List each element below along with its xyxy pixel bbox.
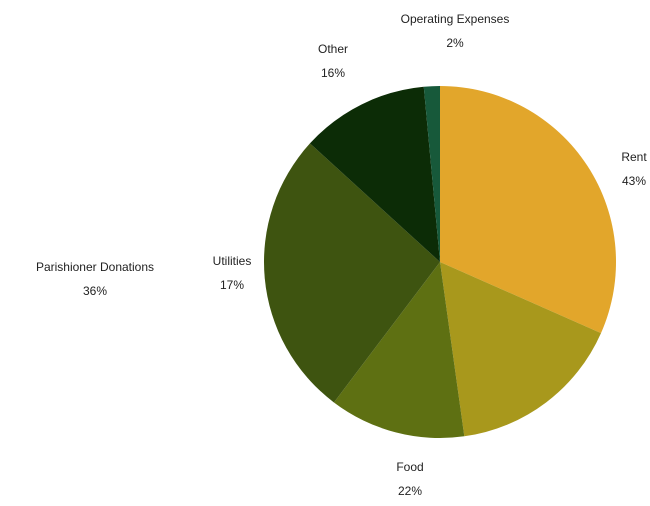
pie-slice [440, 262, 602, 437]
value-number: 43 [622, 174, 636, 188]
pie-slice [423, 86, 440, 262]
pie-slice [333, 262, 465, 438]
slice-value: 43% [622, 174, 646, 188]
slice-value: 2% [446, 36, 464, 50]
pie-slice [440, 86, 617, 334]
slice-label: Food [396, 460, 423, 474]
slice-label: Rent [621, 150, 647, 164]
slice-value: 36% [83, 284, 107, 298]
slice-label: Operating Expenses [401, 12, 510, 26]
value-number: 2 [446, 36, 453, 50]
value-number: 17 [220, 278, 234, 292]
pie-slice [309, 86, 440, 262]
slice-label: Utilities [213, 254, 252, 268]
value-number: 16 [321, 66, 335, 80]
value-number: 36 [83, 284, 97, 298]
slice-value: 17% [220, 278, 244, 292]
value-number: 22 [398, 484, 412, 498]
slice-value: 16% [321, 66, 345, 80]
slice-label: Other [318, 42, 348, 56]
slice-label: Parishioner Donations [36, 260, 154, 274]
slice-value: 22% [398, 484, 422, 498]
pie-slice [264, 143, 440, 403]
